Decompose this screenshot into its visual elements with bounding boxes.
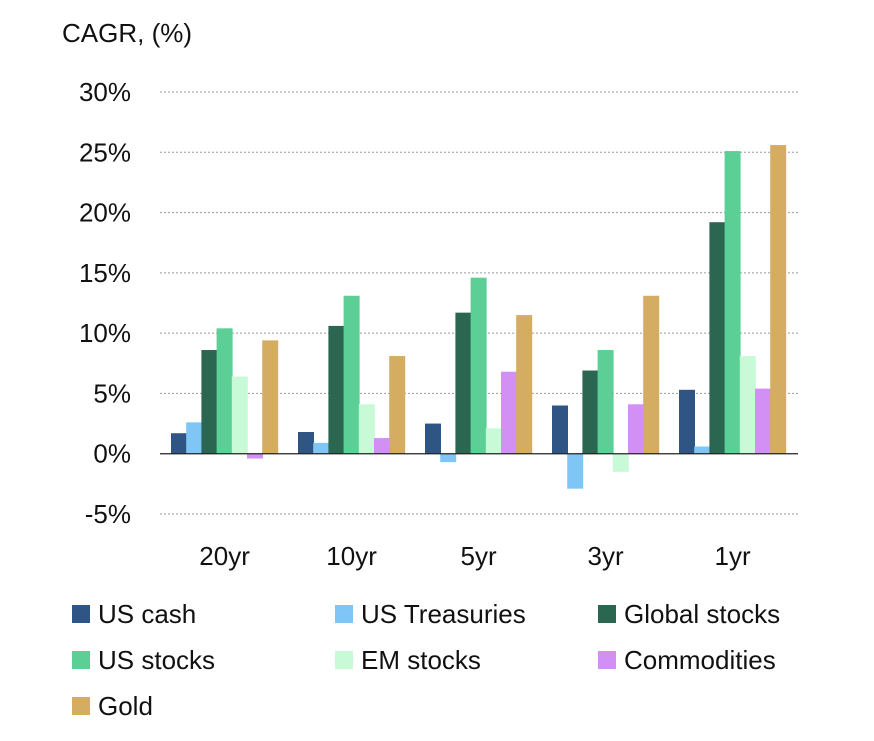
x-tick-label: 10yr xyxy=(326,541,377,571)
bars xyxy=(171,145,787,489)
bar-us-stocks-10yr xyxy=(343,295,360,454)
bar-global-stocks-3yr xyxy=(582,370,599,454)
bar-us-treasuries-5yr xyxy=(440,453,457,463)
legend-item: EM stocks xyxy=(335,645,481,675)
bar-em-stocks-1yr xyxy=(739,356,756,454)
legend-swatch xyxy=(72,697,90,715)
legend-item: US stocks xyxy=(72,645,215,675)
bar-us-treasuries-20yr xyxy=(186,422,203,454)
bar-gold-20yr xyxy=(262,340,279,454)
bar-us-stocks-1yr xyxy=(724,151,741,454)
bar-gold-10yr xyxy=(389,356,406,454)
x-tick-label: 20yr xyxy=(199,541,250,571)
bar-global-stocks-1yr xyxy=(709,222,726,454)
bar-commodities-3yr xyxy=(628,404,644,454)
y-tick-label: 30% xyxy=(79,77,131,107)
bar-us-cash-1yr xyxy=(679,389,695,454)
x-tick-label: 1yr xyxy=(715,541,751,571)
bar-commodities-20yr xyxy=(247,453,263,459)
legend-label: Gold xyxy=(98,691,153,721)
bar-em-stocks-10yr xyxy=(358,404,375,454)
bar-commodities-5yr xyxy=(501,371,517,454)
x-tick-label: 3yr xyxy=(588,541,624,571)
legend-item: Gold xyxy=(72,691,153,721)
y-tick-label: 0% xyxy=(93,439,131,469)
y-tick-label: 5% xyxy=(93,378,131,408)
bar-global-stocks-10yr xyxy=(328,325,345,454)
legend-item: US cash xyxy=(72,599,196,629)
legend: US cash US Treasuries Global stocks US stoc… xyxy=(72,599,780,721)
y-axis-title: CAGR, (%) xyxy=(62,18,192,48)
bar-us-stocks-5yr xyxy=(470,277,487,454)
legend-label: EM stocks xyxy=(361,645,481,675)
bar-us-cash-3yr xyxy=(552,405,568,454)
bar-us-treasuries-3yr xyxy=(567,453,584,489)
bar-commodities-1yr xyxy=(755,388,771,454)
legend-label: US stocks xyxy=(98,645,215,675)
legend-swatch xyxy=(335,651,353,669)
legend-label: Commodities xyxy=(624,645,776,675)
legend-swatch xyxy=(598,651,616,669)
legend-label: US Treasuries xyxy=(361,599,526,629)
y-tick-label: 20% xyxy=(79,198,131,228)
legend-label: US cash xyxy=(98,599,196,629)
bar-gold-3yr xyxy=(643,295,660,454)
bar-em-stocks-5yr xyxy=(485,428,502,454)
bar-us-cash-5yr xyxy=(425,423,441,454)
x-tick-labels: 20yr 10yr 5yr 3yr 1yr xyxy=(199,541,751,571)
legend-item: Commodities xyxy=(598,645,776,675)
y-tick-labels: -5% 0% 5% 10% 15% 20% 25% 30% xyxy=(79,77,131,529)
bar-global-stocks-20yr xyxy=(201,350,218,454)
legend-item: US Treasuries xyxy=(335,599,526,629)
legend-label: Global stocks xyxy=(624,599,780,629)
bar-us-cash-10yr xyxy=(298,432,314,454)
bar-gold-1yr xyxy=(770,145,787,454)
bar-us-cash-20yr xyxy=(171,433,187,454)
x-tick-label: 5yr xyxy=(461,541,497,571)
y-tick-label: 15% xyxy=(79,258,131,288)
bar-us-stocks-3yr xyxy=(597,350,614,454)
bar-us-treasuries-10yr xyxy=(313,442,330,454)
bar-us-treasuries-1yr xyxy=(694,446,711,454)
y-tick-label: -5% xyxy=(85,499,131,529)
bar-global-stocks-5yr xyxy=(455,312,472,454)
y-tick-label: 25% xyxy=(79,137,131,167)
legend-swatch xyxy=(598,605,616,623)
bar-em-stocks-3yr xyxy=(612,453,629,472)
legend-item: Global stocks xyxy=(598,599,780,629)
bar-gold-5yr xyxy=(516,315,533,454)
bar-us-stocks-20yr xyxy=(216,328,233,454)
bar-em-stocks-20yr xyxy=(231,376,248,454)
y-tick-label: 10% xyxy=(79,318,131,348)
bar-commodities-10yr xyxy=(374,438,390,454)
legend-swatch xyxy=(72,651,90,669)
legend-swatch xyxy=(335,605,353,623)
legend-swatch xyxy=(72,605,90,623)
